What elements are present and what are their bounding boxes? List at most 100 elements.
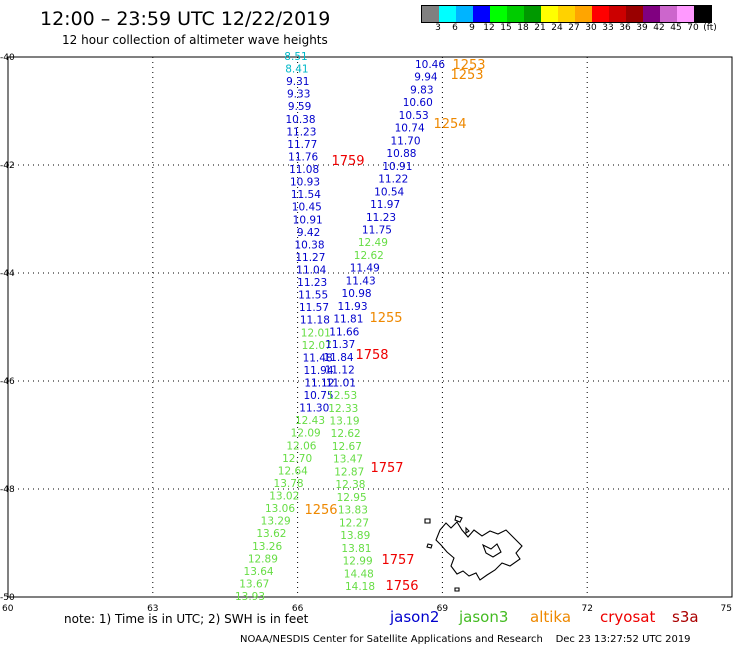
wave-height-label: 12.09: [291, 428, 321, 440]
sat-legend-jason2: jason2: [390, 608, 440, 626]
pass-time-label: 1757: [370, 461, 403, 476]
wave-height-label: 11.57: [299, 302, 329, 314]
wave-height-label: 12.99: [343, 556, 373, 568]
wave-height-label: 13.89: [340, 530, 370, 542]
color-scale-label: (ft): [703, 23, 717, 33]
altimeter-track-east: 10.469.949.8310.6010.5310.7411.7010.8810…: [324, 59, 446, 593]
lat-tick-label: -50: [0, 593, 15, 603]
color-scale-bar: [421, 5, 712, 23]
map-title: 12:00 – 23:59 UTC 12/22/2019: [40, 8, 331, 30]
lon-tick-label: 72: [581, 604, 592, 614]
pass-time-label: 1757: [381, 553, 414, 568]
color-scale-label: 36: [619, 23, 631, 33]
wave-height-label: 10.93: [290, 177, 320, 189]
wave-height-label: 12.43: [295, 415, 325, 427]
wave-height-label: 11.23: [297, 277, 327, 289]
wave-height-label: 12.62: [354, 250, 384, 262]
wave-height-label: 10.54: [374, 186, 404, 198]
wave-height-label: 10.75: [304, 390, 334, 402]
wave-height-label: 12.07: [302, 340, 332, 352]
wave-height-label: 11.84: [324, 352, 354, 364]
pass-time-label: 1759: [331, 154, 364, 169]
wave-height-label: 12.70: [282, 453, 312, 465]
color-scale-label: 27: [568, 23, 580, 33]
color-scale-label: 70: [687, 23, 699, 33]
color-scale-label: 6: [452, 23, 458, 33]
wave-height-label: 11.75: [362, 225, 392, 237]
wave-height-label: 13.67: [239, 578, 269, 590]
wave-height-label: 13.81: [341, 543, 371, 555]
color-scale-swatch: [541, 6, 558, 22]
lat-tick-label: -46: [0, 377, 15, 387]
wave-height-label: 12.89: [248, 553, 278, 565]
wave-height-label: 12.62: [331, 428, 361, 440]
sat-legend-cryosat: cryosat: [600, 608, 656, 626]
color-scale-swatch: [524, 6, 541, 22]
wave-height-label: 11.01: [326, 377, 356, 389]
color-scale-swatch: [643, 6, 660, 22]
wave-height-label: 9.59: [288, 101, 311, 113]
lon-tick-label: 60: [2, 604, 14, 614]
color-scale-swatch: [473, 6, 490, 22]
wave-height-label: 10.38: [294, 239, 324, 251]
wave-height-label: 12.27: [339, 517, 369, 529]
color-scale-label: 30: [585, 23, 597, 33]
wave-height-label: 11.55: [298, 290, 328, 302]
color-scale-label: 42: [653, 23, 665, 33]
color-scale-label: 33: [602, 23, 614, 33]
lat-tick-label: -48: [0, 485, 15, 495]
kerguelen-island: [424, 515, 523, 592]
pass-time-label: 1256: [304, 503, 337, 518]
color-scale-label: 3: [435, 23, 441, 33]
color-scale-label: 39: [636, 23, 648, 33]
lat-tick-label: -42: [0, 161, 15, 171]
color-scale-swatch: [694, 6, 711, 22]
lat-tick-label: -40: [0, 53, 15, 63]
wave-height-label: 8.41: [285, 64, 308, 76]
wave-height-label: 14.18: [345, 581, 375, 593]
altimeter-track-west: 8.518.419.319.339.5910.3811.2311.7711.76…: [235, 51, 334, 603]
wave-height-label: 11.23: [286, 126, 316, 138]
wave-height-label: 11.12: [304, 378, 334, 390]
wave-height-label: 11.54: [291, 189, 321, 201]
wave-height-label: 13.93: [235, 591, 265, 603]
wave-height-label: 11.48: [303, 352, 333, 364]
wave-height-label: 9.94: [414, 72, 438, 84]
lat-tick-label: -44: [0, 269, 15, 279]
lon-tick-label: 75: [721, 604, 732, 614]
color-scale-swatch: [660, 6, 677, 22]
wave-height-label: 13.06: [265, 503, 295, 515]
wave-height-label: 10.46: [415, 59, 445, 71]
wave-height-label: 11.04: [296, 264, 326, 276]
wave-height-label: 12.87: [334, 466, 364, 478]
pass-time-label: 1758: [355, 348, 388, 363]
wave-height-label: 11.49: [350, 263, 380, 275]
wave-height-label: 11.97: [370, 199, 400, 211]
wave-height-label: 13.26: [252, 541, 282, 553]
wave-height-label: 13.19: [329, 415, 359, 427]
wave-height-label: 11.12: [325, 365, 355, 377]
wave-height-label: 11.66: [329, 326, 359, 338]
wave-height-label: 10.91: [293, 214, 323, 226]
wave-height-label: 12.01: [301, 327, 331, 339]
sat-legend-altika: altika: [530, 608, 572, 626]
color-scale-label: 45: [670, 23, 682, 33]
wave-height-label: 9.42: [297, 227, 320, 239]
wave-height-label: 10.38: [285, 114, 315, 126]
wave-height-label: 11.08: [289, 164, 319, 176]
wave-height-label: 9.31: [286, 76, 309, 88]
wave-height-label: 12.53: [327, 390, 357, 402]
wave-height-label: 11.77: [287, 139, 317, 151]
color-scale-swatch: [507, 6, 524, 22]
map-grid: [7, 56, 733, 598]
wave-height-label: 14.48: [344, 568, 374, 580]
color-scale-swatch: [490, 6, 507, 22]
color-scale-swatch: [609, 6, 626, 22]
footer-credit: NOAA/NESDIS Center for Satellite Applica…: [240, 634, 691, 645]
color-scale-swatch: [456, 6, 473, 22]
wave-height-label: 11.37: [325, 339, 355, 351]
wave-height-label: 13.02: [269, 491, 299, 503]
color-scale-label: 24: [551, 23, 563, 33]
color-scale-swatch: [422, 6, 439, 22]
